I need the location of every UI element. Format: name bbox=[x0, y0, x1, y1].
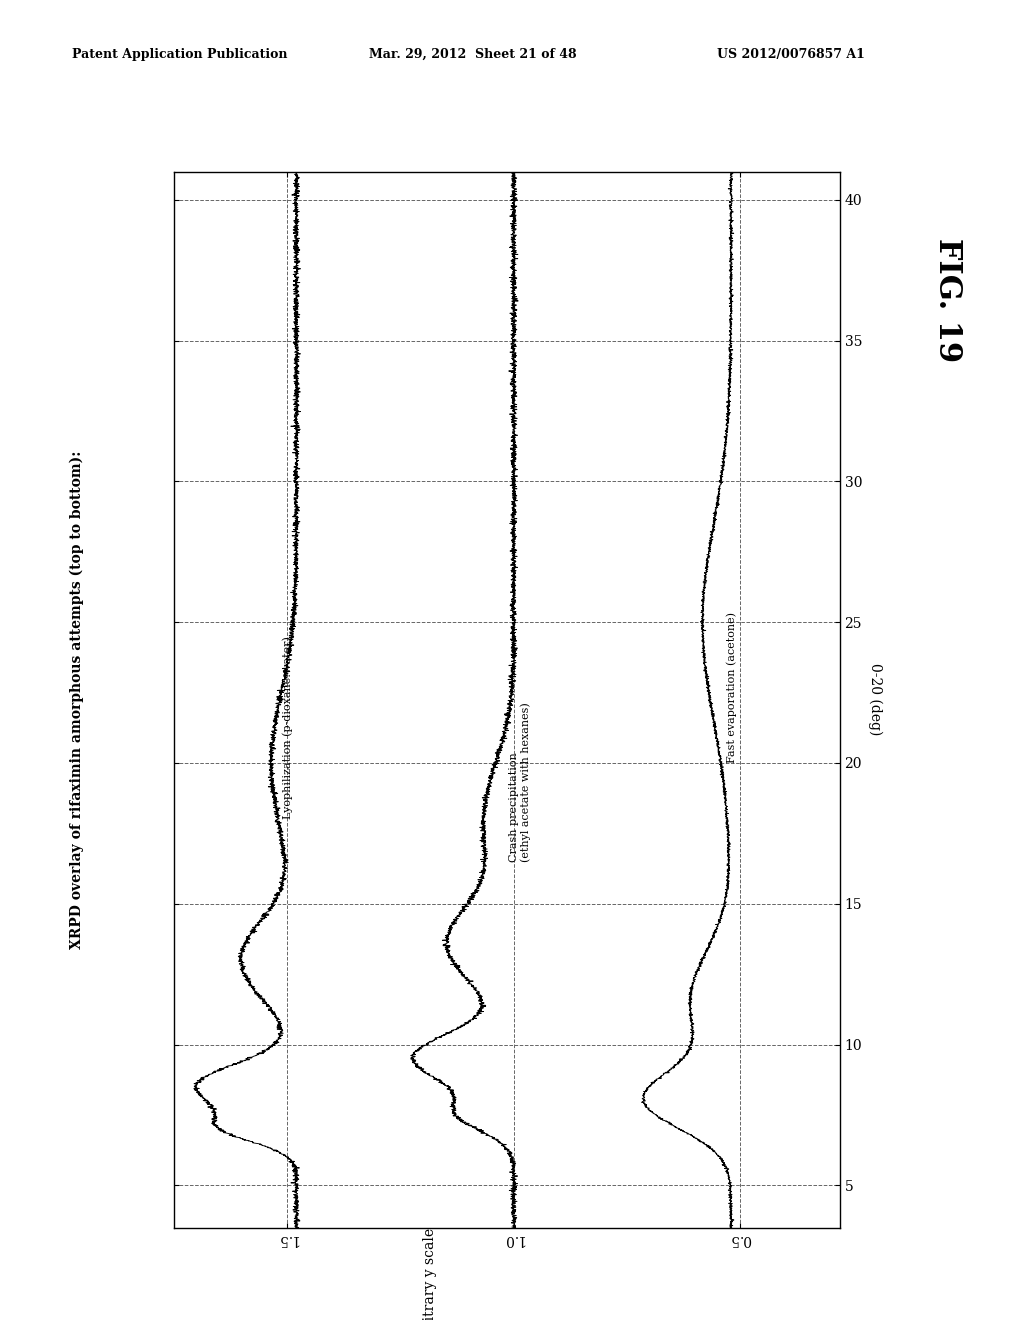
Text: Arbitrary y scale: Arbitrary y scale bbox=[423, 1228, 437, 1320]
Text: FIG. 19: FIG. 19 bbox=[932, 238, 963, 362]
Text: Lyophilization (p-dioxane:water): Lyophilization (p-dioxane:water) bbox=[283, 636, 293, 820]
Text: Fast evaporation (acetone): Fast evaporation (acetone) bbox=[726, 612, 737, 763]
Text: 0-20 (deg): 0-20 (deg) bbox=[868, 664, 883, 735]
Text: Mar. 29, 2012  Sheet 21 of 48: Mar. 29, 2012 Sheet 21 of 48 bbox=[369, 48, 577, 61]
Text: Crash precipitation
(ethyl acetate with hexanes): Crash precipitation (ethyl acetate with … bbox=[509, 702, 531, 862]
Text: Patent Application Publication: Patent Application Publication bbox=[72, 48, 287, 61]
Text: XRPD overlay of rifaximin amorphous attempts (top to bottom):: XRPD overlay of rifaximin amorphous atte… bbox=[70, 450, 84, 949]
Text: US 2012/0076857 A1: US 2012/0076857 A1 bbox=[717, 48, 864, 61]
